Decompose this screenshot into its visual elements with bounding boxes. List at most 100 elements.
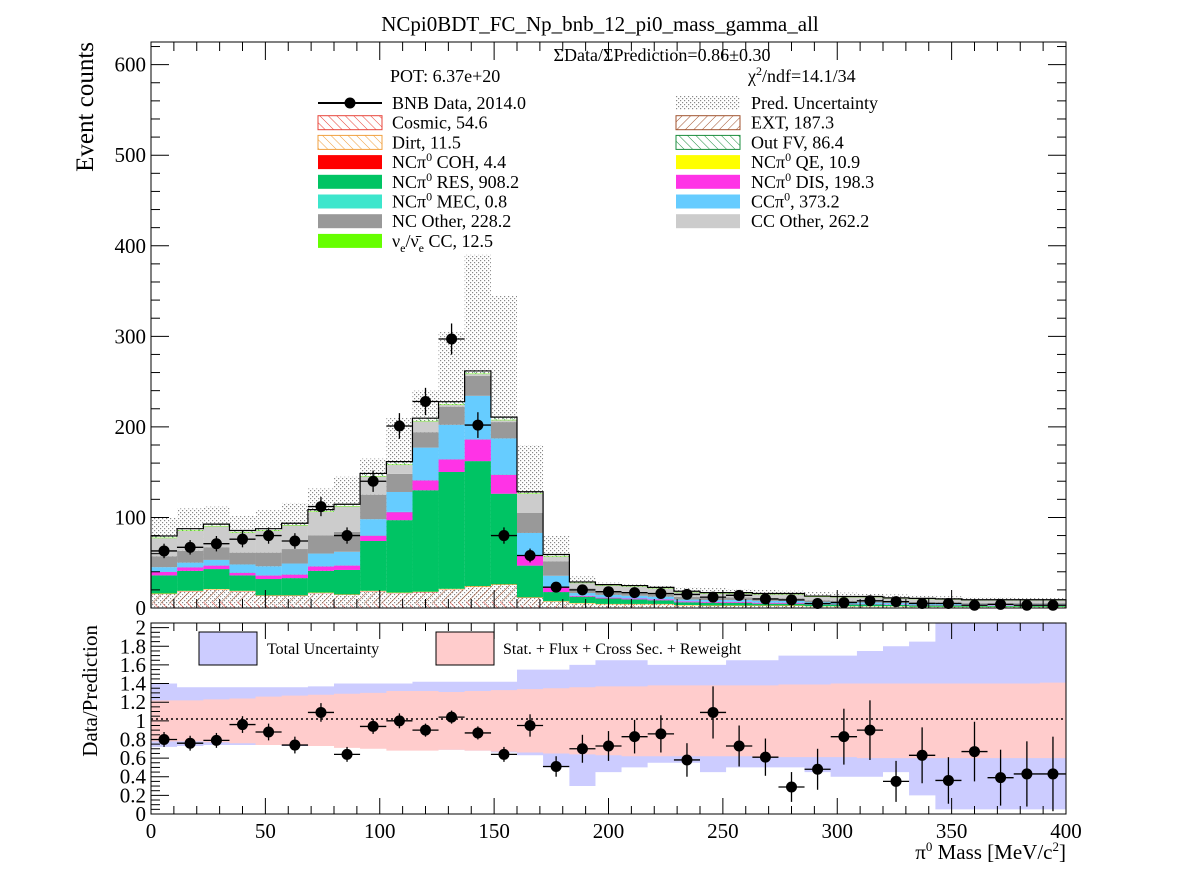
- data-point: [1021, 599, 1033, 611]
- stack-bar: [464, 587, 491, 602]
- stack-bar: [360, 519, 387, 536]
- data-point: [446, 333, 458, 345]
- data-point: [890, 596, 902, 608]
- stack-bar: [255, 596, 282, 605]
- stack-bar: [281, 563, 308, 575]
- legend-label: Dirt, 11.5: [392, 132, 461, 152]
- stack-bar: [229, 572, 256, 576]
- legend-swatch: [318, 155, 382, 170]
- legend-subscript: e: [400, 241, 405, 255]
- x-tick-label: 100: [364, 819, 396, 843]
- legend-swatch: [318, 214, 382, 229]
- stack-bar: [752, 603, 779, 606]
- stack-bar: [360, 535, 387, 541]
- legend-swatch: [676, 194, 740, 209]
- stack-bar: [621, 598, 648, 600]
- ratio-summary-text: ΣData/ΣPrediction=0.86±0.30: [554, 45, 771, 65]
- ratio-y-tick-label: 1: [136, 709, 147, 733]
- stack-bar: [360, 603, 387, 608]
- stack-bar: [307, 511, 334, 536]
- legend-swatch: [318, 233, 382, 248]
- stack-bar: [151, 567, 178, 572]
- ratio-legend-swatch: [198, 631, 258, 666]
- legend-text: NCπ: [751, 172, 785, 192]
- stack-bar: [307, 593, 334, 604]
- ratio-data-points: [151, 686, 1066, 812]
- stack-bar: [151, 535, 178, 538]
- stack-bar: [177, 570, 204, 591]
- ratio-y-tick-label: 0.8: [120, 727, 146, 751]
- ratio-legend-label: Total Uncertainty: [267, 641, 379, 658]
- stack-bar: [517, 513, 544, 533]
- stack-bar: [517, 532, 544, 556]
- legend-swatch: [318, 174, 382, 189]
- legend-swatch: [318, 194, 382, 209]
- data-point: [498, 530, 510, 542]
- ratio-point: [812, 763, 824, 775]
- stack-bar: [464, 461, 491, 587]
- stack-bar: [726, 602, 753, 606]
- legend-text: CC, 12.5: [424, 231, 493, 251]
- data-point: [629, 587, 641, 599]
- stack-bar: [177, 528, 204, 531]
- stack-bar: [856, 606, 883, 608]
- stacked-histogram: [151, 370, 1066, 609]
- ratio-point: [681, 754, 693, 766]
- x-tick-label: 400: [1050, 819, 1082, 843]
- ratio-legend-swatch: [435, 631, 495, 666]
- legend-label: NCπ0 RES, 908.2: [392, 170, 519, 192]
- stack-bar: [412, 421, 439, 433]
- ratio-point: [995, 772, 1007, 784]
- ratio-uncertainty-bands: [151, 623, 1066, 810]
- stack-bar: [490, 585, 517, 602]
- ratio-point: [420, 724, 431, 736]
- legend-text: ν: [392, 231, 400, 251]
- stack-bar: [726, 600, 753, 602]
- stack-bar: [673, 601, 700, 603]
- stack-bar: [307, 566, 334, 571]
- y-tick-label: 500: [115, 143, 147, 167]
- data-point: [733, 589, 745, 601]
- stack-bar: [177, 591, 204, 603]
- stack-bar: [334, 595, 361, 605]
- y-tick-label: 200: [115, 415, 147, 439]
- ratio-point: [289, 739, 301, 751]
- stack-bar: [464, 370, 491, 374]
- x-tick-label: 50: [255, 819, 276, 843]
- stack-bar: [673, 599, 700, 602]
- x-label-pi: π: [915, 840, 926, 864]
- stack-bar: [412, 490, 439, 592]
- prediction-total-line: [150, 370, 1067, 608]
- stack-bar: [386, 520, 413, 593]
- data-point: [550, 581, 562, 593]
- ratio-y-tick-label: 0: [136, 802, 147, 826]
- legend-text: NCπ: [392, 152, 426, 172]
- stack-bar: [151, 556, 178, 568]
- x-axis-label: π0 Mass [MeV/c2]: [915, 839, 1066, 864]
- stack-bar: [752, 605, 779, 608]
- legend-superscript: 0: [785, 150, 791, 164]
- stack-bar: [203, 569, 230, 589]
- ratio-point: [942, 774, 954, 786]
- stack-bar: [177, 562, 204, 568]
- chi2-symbol: χ: [747, 66, 756, 86]
- stack-bar: [386, 464, 413, 474]
- stack-bar: [360, 540, 387, 591]
- stack-bar: [569, 595, 596, 597]
- stack-bar: [490, 601, 517, 608]
- ratio-y-axis-label: Data/Prediction: [78, 625, 102, 757]
- stack-bar: [490, 417, 517, 420]
- ratio-y-tick-label: 1.8: [120, 634, 146, 658]
- legend-label: Cosmic, 54.6: [392, 113, 488, 133]
- data-point: [263, 530, 275, 542]
- stack-bar: [726, 605, 753, 608]
- stack-bar: [281, 604, 308, 608]
- ratio-y-tick-label: 2: [136, 616, 147, 640]
- data-point: [1047, 599, 1059, 611]
- legend-text: QE, 10.9: [791, 152, 860, 172]
- legend-swatch: [676, 214, 740, 229]
- legend-text: , 373.2: [790, 192, 840, 212]
- stack-bar: [177, 602, 204, 608]
- stack-bar: [203, 601, 230, 608]
